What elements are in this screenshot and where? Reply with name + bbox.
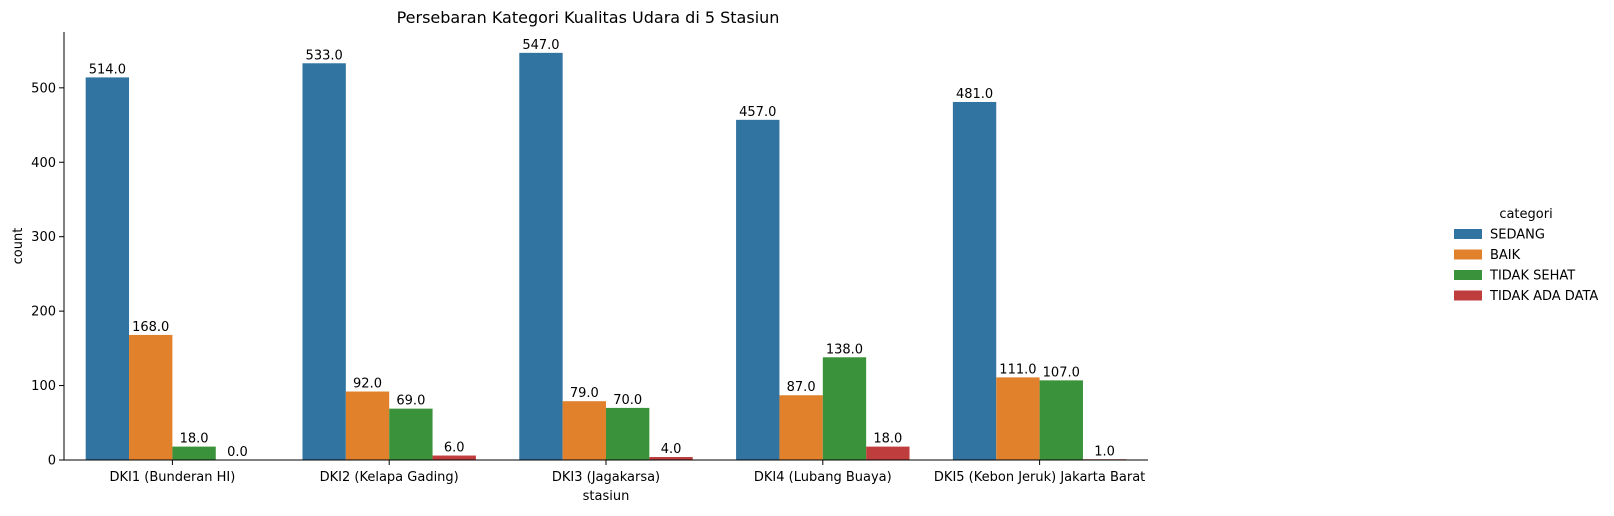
legend: categori SEDANG BAIK TIDAK SEHAT TIDAK ADA …: [1454, 207, 1598, 304]
y-tick-label: 300: [31, 230, 56, 245]
bar-tidak-sehat: [606, 407, 650, 460]
x-tick-label: DKI2 (Kelapa Gading): [320, 470, 459, 485]
legend-swatch: [1454, 249, 1482, 260]
x-tick-label: DKI3 (Jagakarsa): [552, 470, 660, 485]
bar-baik: [345, 391, 390, 460]
bar-sedang: [302, 63, 346, 461]
bar-tidak-sehat: [1039, 380, 1083, 460]
x-tick-label: DKI5 (Kebon Jeruk) Jakarta Barat: [934, 470, 1145, 485]
bar-baik: [996, 377, 1040, 460]
legend-label: TIDAK SEHAT: [1489, 269, 1575, 284]
bar-tidak-ada-data: [649, 457, 693, 460]
y-tick-label: 0: [48, 454, 56, 469]
bar-tidak-ada-data: [432, 455, 476, 460]
bar-sedang: [519, 52, 563, 461]
bar-value-label: 4.0: [661, 442, 682, 457]
bar-tidak-sehat: [389, 408, 433, 460]
bar-value-label: 70.0: [613, 393, 642, 408]
bar-value-label: 79.0: [570, 386, 599, 401]
bar-value-label: 138.0: [826, 342, 863, 357]
bar-value-label: 533.0: [306, 48, 343, 63]
x-axis-label: stasiun: [583, 489, 630, 504]
bar-value-label: 87.0: [787, 380, 816, 395]
bar-value-label: 107.0: [1043, 365, 1080, 380]
y-tick-label: 200: [31, 305, 56, 320]
bar-value-label: 481.0: [956, 87, 993, 102]
legend-label: BAIK: [1490, 248, 1521, 263]
bar-baik: [562, 401, 606, 460]
bar-sedang: [952, 101, 997, 461]
bar-value-label: 6.0: [444, 441, 465, 456]
legend-swatch: [1454, 270, 1482, 280]
x-axis-ticks: DKI1 (Bunderan HI) DKI2 (Kelapa Gading) DK…: [109, 460, 1145, 485]
bar-value-label: 457.0: [739, 105, 776, 120]
legend-swatch: [1454, 290, 1482, 301]
legend-label: TIDAK ADA DATA: [1489, 289, 1598, 304]
legend-title: categori: [1499, 207, 1552, 222]
legend-label: SEDANG: [1490, 228, 1545, 243]
plot-area: 514.0 533.0 547.0 457.0 481.0 168.0 92.0 79.0 87…: [85, 38, 1127, 461]
bar-value-label: 0.0: [227, 445, 248, 460]
chart-title: Persebaran Kategori Kualitas Udara di 5 …: [397, 8, 780, 27]
bar-baik: [779, 395, 823, 460]
legend-items: SEDANG BAIK TIDAK SEHAT TIDAK ADA DATA: [1454, 228, 1598, 304]
y-axis-label: count: [11, 228, 26, 265]
bar-value-label: 547.0: [522, 38, 559, 53]
bar-baik: [129, 334, 173, 460]
bar-value-label: 18.0: [180, 432, 209, 447]
bar-sedang: [85, 77, 130, 461]
x-tick-label: DKI1 (Bunderan HI): [109, 470, 235, 485]
bar-value-label: 92.0: [353, 377, 382, 392]
x-tick-label: DKI4 (Lubang Buaya): [754, 470, 892, 485]
bar-value-label: 514.0: [89, 62, 126, 77]
bar-sedang: [736, 119, 780, 461]
y-tick-label: 400: [31, 156, 56, 171]
y-tick-label: 100: [31, 379, 56, 394]
bar-value-label: 69.0: [396, 394, 425, 409]
legend-swatch: [1454, 229, 1482, 239]
bar-value-label: 168.0: [132, 320, 169, 335]
y-tick-label: 500: [31, 81, 56, 96]
y-axis-ticks: 0 100 200 300 400 500: [31, 81, 64, 469]
bar-tidak-ada-data: [866, 446, 910, 460]
bar-tidak-sehat: [822, 357, 867, 460]
bar-value-label: 18.0: [873, 432, 902, 447]
bar-tidak-sehat: [172, 446, 216, 460]
bar-value-label: 111.0: [999, 362, 1036, 377]
bar-value-label: 1.0: [1094, 444, 1115, 459]
